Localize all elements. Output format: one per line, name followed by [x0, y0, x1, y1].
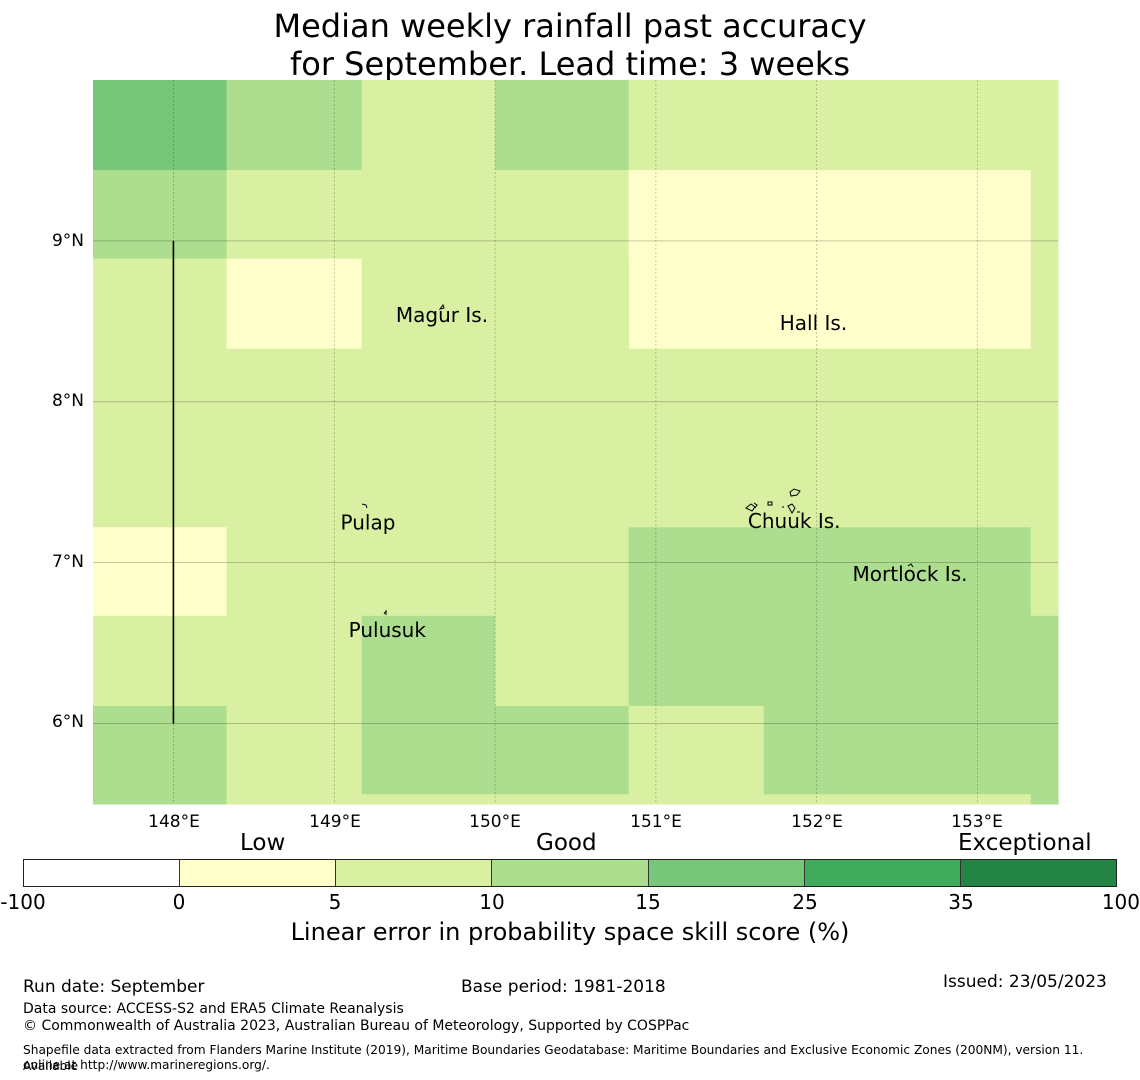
place-label: Pulusuk [349, 618, 427, 642]
skill-cell [763, 705, 1032, 795]
colorbar-tick-100: 100 [1101, 890, 1140, 914]
run-date: Run date: September [23, 977, 205, 997]
copyright-notice: © Commonwealth of Australia 2023, Austra… [23, 1018, 690, 1034]
island-outlines [361, 303, 914, 615]
skill-cell [226, 705, 363, 805]
lat-label-6n: 6°N [51, 712, 84, 732]
skill-cell [93, 170, 227, 260]
lon-label-151e: 151°E [630, 812, 682, 832]
skill-cell [763, 794, 1032, 805]
lon-label-148e: 148°E [148, 812, 200, 832]
skill-cell [93, 705, 227, 805]
colorbar-segment-neg [24, 860, 181, 886]
legend-category-exceptional: Exceptional [958, 830, 1092, 856]
skill-cell [226, 170, 630, 260]
lon-label-152e: 152°E [791, 812, 843, 832]
colorbar-tick-15: 15 [635, 890, 661, 914]
skill-cell [628, 170, 1032, 350]
lon-label-150e: 150°E [469, 812, 521, 832]
skill-cell [361, 258, 630, 350]
skill-cell [361, 794, 630, 805]
lon-label-153e: 153°E [951, 812, 1003, 832]
place-label: Mortlock Is. [853, 562, 968, 586]
lat-label-9n: 9°N [51, 231, 84, 251]
skill-cell [628, 705, 765, 805]
skill-cell [628, 80, 1059, 171]
colorbar-tick-35: 35 [948, 890, 974, 914]
skill-cell [1030, 705, 1059, 805]
lat-label-7n: 7°N [51, 552, 84, 572]
base-period: Base period: 1981-2018 [461, 977, 666, 997]
colorbar-tick-neg100: -100 [0, 890, 46, 914]
colorbar-tick-5: 5 [328, 890, 342, 914]
lat-label-8n: 8°N [51, 391, 84, 411]
colorbar-tick-0: 0 [172, 890, 186, 914]
skill-cell [226, 348, 1059, 528]
skill-cell [93, 80, 227, 171]
colorbar-segment-25-35 [804, 860, 961, 886]
skill-cell [93, 527, 227, 617]
map-title-line-1: Median weekly rainfall past accuracy [273, 7, 867, 45]
place-label: Hall Is. [780, 311, 847, 335]
skill-cell [226, 80, 363, 171]
colorbar-caption: Linear error in probability space skill … [290, 918, 850, 946]
shapefile-credit-line-1: Shapefile data extracted from Flanders M… [23, 1043, 1084, 1073]
skill-cell [1030, 170, 1059, 350]
issued-date: Issued: 23/05/2023 [943, 972, 1107, 992]
skill-cell [1030, 527, 1059, 617]
skill-cell [628, 527, 1032, 617]
shapefile-credit-line-2: online at http://www.marineregions.org/. [23, 1058, 270, 1072]
place-label: Magur Is. [396, 303, 488, 327]
colorbar-segment-35-100 [960, 860, 1116, 886]
colorbar-segment-10-15 [492, 860, 649, 886]
skill-cell [361, 705, 630, 795]
skill-cell [93, 258, 227, 528]
skill-cell [361, 615, 496, 707]
skill-cell [495, 80, 630, 171]
lon-label-149e: 149°E [309, 812, 361, 832]
colorbar [23, 859, 1117, 887]
colorbar-segment-5-10 [336, 860, 493, 886]
skill-cell [226, 258, 363, 350]
colorbar-segment-0-5 [180, 860, 337, 886]
place-label: Chuuk Is. [748, 509, 841, 533]
skill-cell [628, 615, 1059, 707]
legend-category-low: Low [240, 830, 286, 856]
skill-cell [495, 615, 630, 707]
place-label: Pulap [341, 510, 396, 534]
colorbar-segment-15-25 [648, 860, 805, 886]
skill-cell [93, 615, 363, 707]
skill-cell [361, 80, 496, 171]
data-source: Data source: ACCESS-S2 and ERA5 Climate … [23, 1001, 404, 1017]
map-title-line-2: for September. Lead time: 3 weeks [289, 45, 851, 83]
skill-cell [226, 527, 630, 617]
legend-category-good: Good [536, 830, 597, 856]
colorbar-tick-10: 10 [479, 890, 505, 914]
colorbar-tick-25: 25 [792, 890, 818, 914]
